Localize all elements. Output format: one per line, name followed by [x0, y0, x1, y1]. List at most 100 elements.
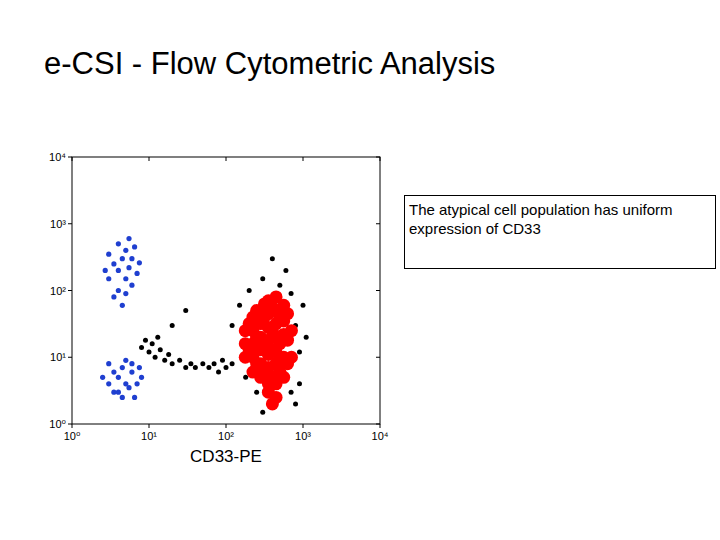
dot: [147, 349, 152, 354]
dot: [266, 397, 279, 410]
dot: [120, 303, 125, 308]
x-tick-label: 10⁴: [372, 430, 389, 442]
y-tick: [68, 290, 72, 291]
dot: [230, 323, 235, 328]
dot: [126, 236, 131, 241]
dot: [158, 347, 163, 352]
dot: [216, 370, 221, 375]
dot: [120, 256, 125, 261]
dot: [120, 365, 125, 370]
y-tick-right: [376, 157, 380, 158]
x-axis-label: CD33-PE: [190, 447, 262, 466]
dot: [162, 358, 167, 363]
dot: [100, 375, 105, 380]
dot: [224, 365, 229, 370]
dot: [304, 335, 309, 340]
y-tick: [68, 223, 72, 224]
x-tick-top: [226, 157, 227, 161]
x-tick: [72, 424, 73, 428]
dot: [277, 283, 282, 288]
dot: [129, 256, 134, 261]
x-tick-top: [149, 157, 150, 161]
dot: [183, 308, 188, 313]
dot: [126, 385, 131, 390]
y-tick: [68, 357, 72, 358]
dot: [111, 369, 116, 374]
dot: [247, 288, 252, 293]
x-tick: [149, 424, 150, 428]
dot: [116, 390, 121, 395]
dot: [285, 351, 298, 364]
dot: [289, 390, 294, 395]
dot: [106, 276, 111, 281]
dot: [116, 288, 121, 293]
dot: [220, 358, 225, 363]
plot-frame: [72, 157, 380, 424]
dot: [170, 323, 175, 328]
dot: [230, 361, 235, 366]
dot: [193, 365, 198, 370]
x-tick-top: [380, 157, 381, 161]
dot: [137, 260, 142, 265]
dot: [177, 358, 182, 363]
dot: [116, 241, 121, 246]
y-tick-right: [376, 357, 380, 358]
dot: [301, 303, 306, 308]
dot: [106, 381, 111, 386]
y-tick-label: 10⁰: [49, 418, 66, 430]
dot: [123, 276, 128, 281]
dot: [260, 410, 265, 415]
marks: [100, 236, 309, 415]
dot: [283, 268, 288, 273]
dot: [206, 365, 211, 370]
dot: [277, 371, 290, 384]
dot: [129, 361, 134, 366]
y-tick-right: [376, 223, 380, 224]
dot: [132, 244, 137, 249]
dot: [134, 271, 139, 276]
dot: [297, 381, 302, 386]
dot: [200, 361, 205, 366]
x-tick-label: 10⁰: [64, 430, 81, 442]
dot: [183, 365, 188, 370]
dot: [281, 307, 294, 320]
dot: [188, 361, 193, 366]
x-tick-top: [303, 157, 304, 161]
dot: [166, 352, 171, 357]
dot: [106, 252, 111, 257]
y-tick-right: [376, 424, 380, 425]
chart: 10⁰10¹10²10³10⁴10⁰10¹10²10³10⁴CD33-PE: [0, 0, 720, 540]
dot: [116, 375, 121, 380]
dot: [111, 294, 116, 299]
x-tick-label: 10²: [218, 430, 234, 442]
dot: [237, 303, 242, 308]
y-tick: [68, 424, 72, 425]
dot: [123, 248, 128, 253]
dot: [129, 283, 134, 288]
dot: [139, 345, 144, 350]
dot: [212, 361, 217, 366]
dot: [143, 338, 148, 343]
dot: [120, 395, 125, 400]
dot: [285, 324, 298, 337]
x-tick-label: 10³: [295, 430, 311, 442]
dot: [270, 256, 275, 261]
dot: [111, 390, 116, 395]
dot: [137, 365, 142, 370]
dot: [254, 390, 259, 395]
title: e-CSI - Flow Cytometric Analysis: [44, 46, 495, 82]
dot: [123, 291, 128, 296]
dot: [123, 358, 128, 363]
dot: [260, 276, 265, 281]
dot: [134, 381, 139, 386]
x-tick: [303, 424, 304, 428]
dot: [126, 265, 131, 270]
dot: [103, 268, 108, 273]
dot: [139, 375, 144, 380]
x-tick: [226, 424, 227, 428]
y-tick-label: 10³: [50, 218, 66, 230]
dot: [150, 341, 155, 346]
dot: [116, 268, 121, 273]
x-tick-top: [72, 157, 73, 161]
annotation: The atypical cell population has uniform…: [404, 195, 716, 269]
